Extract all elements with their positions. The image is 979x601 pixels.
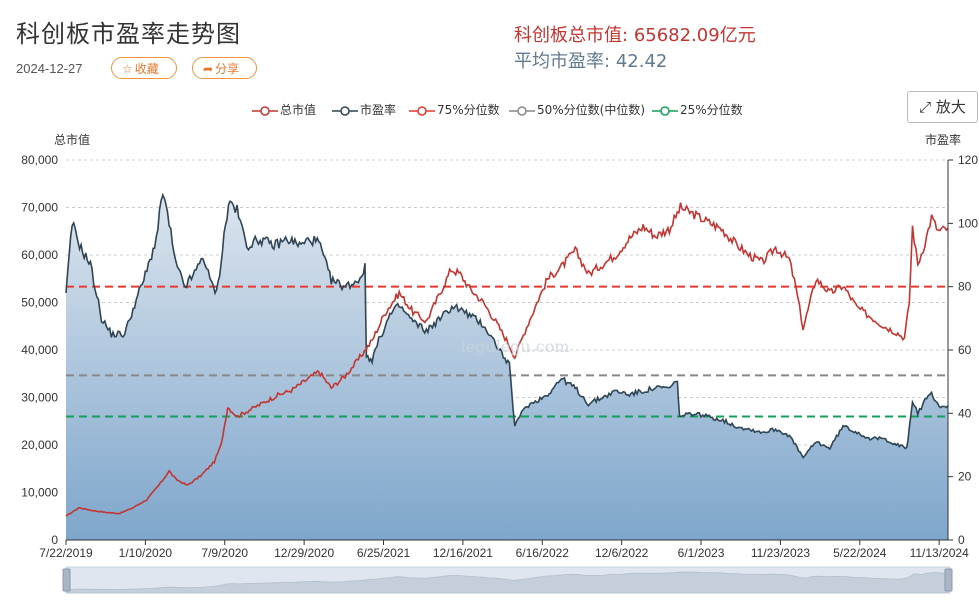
legend-item-q25[interactable]: 25%分位数 [650, 101, 743, 118]
y-left-tick-label: 60,000 [21, 248, 58, 262]
data-date: 2024-12-27 [16, 61, 83, 76]
page-title: 科创板市盈率走势图 [16, 20, 241, 48]
legend-label: 市盈率 [360, 103, 397, 117]
market-cap-series-line [65, 202, 949, 517]
y-right-tick-label: 60 [958, 343, 972, 357]
y-right-tick-label: 40 [958, 406, 972, 420]
avg-pe-label: 平均市盈率: [514, 51, 611, 72]
x-tick-label: 12/6/2022 [595, 546, 649, 560]
share-label: 分享 [215, 62, 240, 76]
star-icon: ☆ [122, 62, 133, 76]
x-tick-label: 6/1/2023 [678, 546, 725, 560]
legend-line-icon [509, 105, 535, 116]
x-tick-label: 6/16/2022 [516, 546, 570, 560]
legend-line-icon [409, 105, 435, 116]
share-arrow-icon: ➦ [203, 62, 214, 76]
avg-pe-value: 42.42 [615, 51, 668, 72]
legend-line-icon [252, 105, 278, 116]
y-left-axis-name: 总市值 [54, 133, 91, 147]
y-right-tick-label: 80 [958, 280, 972, 294]
legend-label: 25%分位数 [680, 103, 743, 117]
legend-item-q50[interactable]: 50%分位数(中位数) [507, 101, 645, 118]
slider-handle[interactable] [944, 568, 953, 592]
market-cap-stat: 科创板总市值: 65682.09亿元 [514, 21, 756, 47]
y-left-tick-label: 30,000 [21, 391, 58, 405]
y-left-tick-label: 20,000 [21, 438, 58, 452]
legend-label: 75%分位数 [437, 103, 500, 117]
x-tick-label: 5/22/2024 [833, 546, 887, 560]
market-cap-label: 科创板总市值: [514, 25, 629, 46]
x-tick-label: 12/29/2020 [274, 546, 334, 560]
legend-item-pe[interactable]: 市盈率 [330, 101, 396, 118]
zoom-button[interactable]: ⤢ 放大 [907, 91, 978, 123]
y-right-tick-label: 120 [958, 153, 978, 167]
x-tick-label: 6/25/2021 [357, 546, 411, 560]
legend-label: 总市值 [280, 103, 317, 117]
x-tick-label: 11/13/2024 [910, 546, 969, 560]
pe-series-line [65, 192, 949, 460]
y-right-axis-name: 市盈率 [925, 133, 962, 147]
y-left-tick-label: 40,000 [21, 343, 58, 357]
legend-line-icon [652, 105, 678, 116]
legend-item-market-cap[interactable]: 总市值 [250, 101, 316, 118]
y-right-tick-label: 100 [958, 216, 978, 230]
y-right-tick-label: 0 [958, 533, 965, 547]
favorite-button[interactable]: ☆ 收藏 [111, 57, 177, 79]
market-cap-value: 65682.09亿元 [633, 25, 756, 46]
y-left-tick-label: 50,000 [21, 296, 58, 310]
legend-item-q75[interactable]: 75%分位数 [407, 101, 500, 118]
share-button[interactable]: ➦ 分享 [192, 57, 257, 79]
y-left-tick-label: 10,000 [21, 486, 58, 500]
favorite-label: 收藏 [134, 62, 159, 76]
expand-icon: ⤢ [919, 98, 932, 116]
slider-preview [65, 571, 949, 594]
watermark: legulegu.com [460, 337, 569, 356]
y-left-tick-label: 80,000 [21, 153, 58, 167]
zoom-label: 放大 [935, 98, 966, 116]
legend-line-icon [332, 105, 358, 116]
y-right-tick-label: 20 [958, 470, 972, 484]
avg-pe-stat: 平均市盈率: 42.42 [514, 47, 667, 73]
x-tick-label: 12/16/2021 [433, 546, 493, 560]
x-tick-label: 7/9/2020 [201, 546, 248, 560]
y-left-tick-label: 0 [51, 533, 58, 547]
y-left-tick-label: 70,000 [21, 201, 58, 215]
slider-handle[interactable] [62, 568, 71, 592]
x-tick-label: 11/23/2023 [751, 546, 810, 560]
legend-label: 50%分位数(中位数) [537, 103, 646, 117]
x-tick-label: 1/10/2020 [119, 546, 173, 560]
datazoom-slider[interactable] [62, 566, 953, 594]
x-tick-label: 7/22/2019 [39, 546, 93, 560]
pe-area-fill [66, 195, 948, 540]
